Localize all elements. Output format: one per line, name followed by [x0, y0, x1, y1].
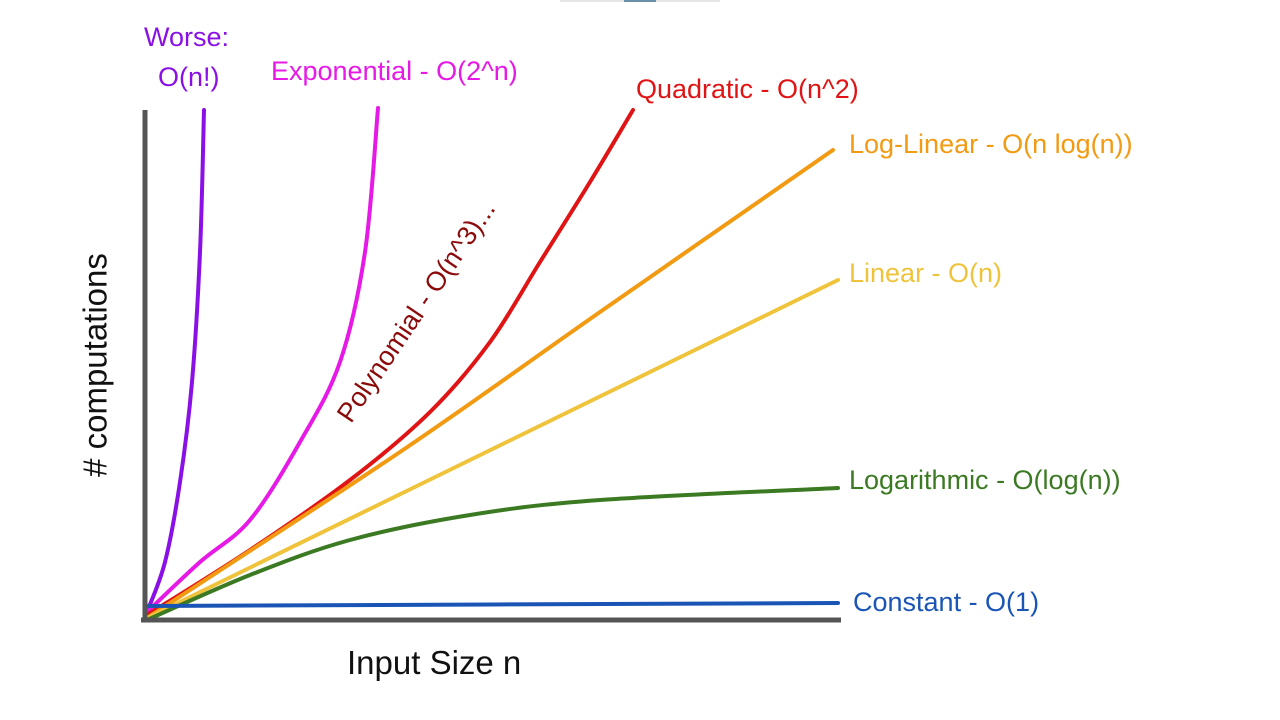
y-axis-title: # computations [76, 253, 114, 477]
label-linear: Linear - O(n) [849, 258, 1003, 288]
label-factorial-line1: Worse: [144, 22, 230, 52]
curve-logarithmic [145, 486, 840, 622]
x-axis-title: Input Size n [347, 644, 522, 681]
curve-exponential [145, 106, 380, 614]
curve-loglinear [145, 148, 835, 620]
label-constant: Constant - O(1) [853, 587, 1040, 617]
label-exponential: Exponential - O(2^n) [271, 56, 518, 86]
label-factorial-line2: O(n!) [158, 62, 220, 92]
curve-factorial [145, 108, 206, 614]
top-scroll-indicator [560, 0, 720, 2]
curve-constant [145, 601, 840, 608]
label-quadratic: Quadratic - O(n^2) [636, 74, 859, 104]
label-loglinear: Log-Linear - O(n log(n)) [849, 129, 1133, 159]
label-logarithmic: Logarithmic - O(log(n)) [849, 465, 1121, 495]
curve-linear [145, 278, 840, 620]
